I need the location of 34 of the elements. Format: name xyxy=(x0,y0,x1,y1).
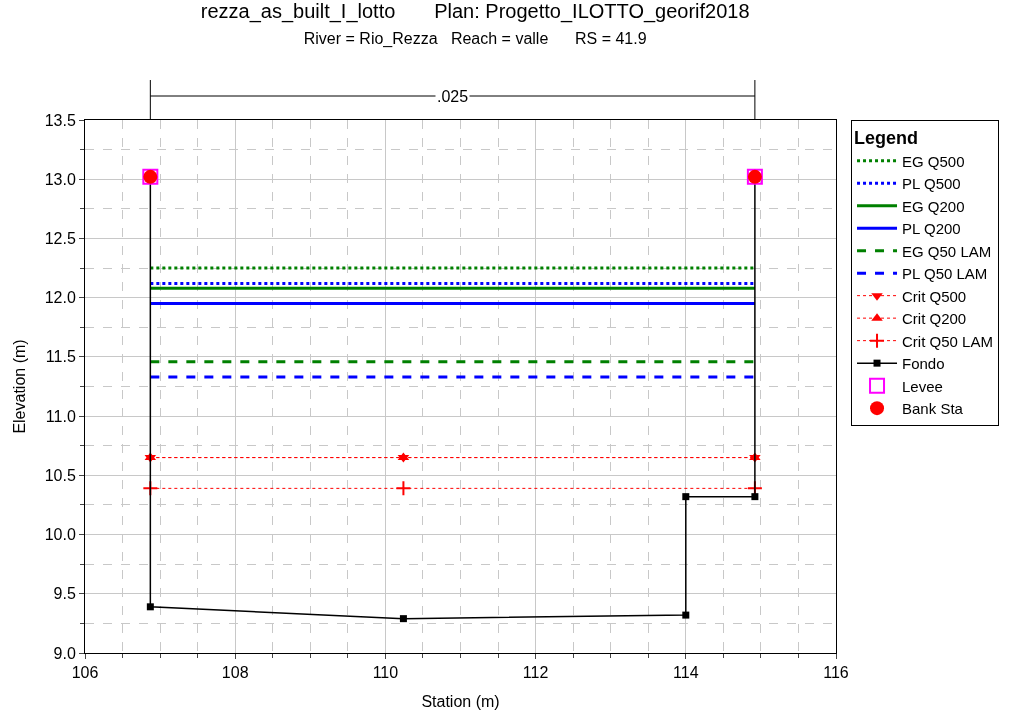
y-axis-title: Elevation (m) xyxy=(10,339,28,434)
legend-label: Bank Sta xyxy=(902,400,964,417)
legend-label: Crit Q200 xyxy=(902,310,967,327)
legend-label: Crit Q50 LAM xyxy=(902,332,993,350)
y-tick-label: 13.5 xyxy=(44,111,76,129)
text: .025 xyxy=(437,88,469,105)
legend-label: PL Q200 xyxy=(902,220,961,237)
y-tick-label: 9.0 xyxy=(53,644,76,662)
legend-label: Levee xyxy=(902,377,943,395)
y-tick-label: 12.0 xyxy=(44,289,76,307)
chart-title: rezza_as_built_I_lotto Plan: Progetto_ILOTTO_georif2018 xyxy=(200,0,750,23)
legend-label: EG Q500 xyxy=(902,152,965,170)
legend-title: Legend xyxy=(854,128,919,149)
y-tick-label: 13.0 xyxy=(44,170,76,188)
legend-label: PL Q50 LAM xyxy=(902,265,988,282)
legend-label: EG Q50 LAM xyxy=(902,242,992,260)
y-tick-label: 10.5 xyxy=(44,466,76,484)
y-tick-label: 9.5 xyxy=(53,585,76,603)
x-tick-label: 106 xyxy=(71,664,99,682)
legend-label: Crit Q500 xyxy=(902,287,967,305)
x-tick-label: 112 xyxy=(522,664,549,682)
y-tick-label: 11.0 xyxy=(45,407,76,425)
chart-subtitle: River = Rio_Rezza Reach = valle RS = 41.9 xyxy=(303,29,647,48)
y-tick-label: 12.5 xyxy=(44,230,76,248)
x-tick-label: 108 xyxy=(221,664,249,682)
x-axis-title: Station (m) xyxy=(421,692,500,710)
x-tick-label: 110 xyxy=(372,664,399,682)
x-tick-label: 114 xyxy=(673,664,699,682)
y-tick-label: 11.5 xyxy=(45,348,76,366)
x-tick-label: 116 xyxy=(823,664,849,682)
y-tick-label: 10.0 xyxy=(44,526,76,544)
legend-label: PL Q500 xyxy=(902,175,961,192)
legend-label: Fondo xyxy=(902,355,945,372)
legend-label: EG Q200 xyxy=(902,197,965,215)
